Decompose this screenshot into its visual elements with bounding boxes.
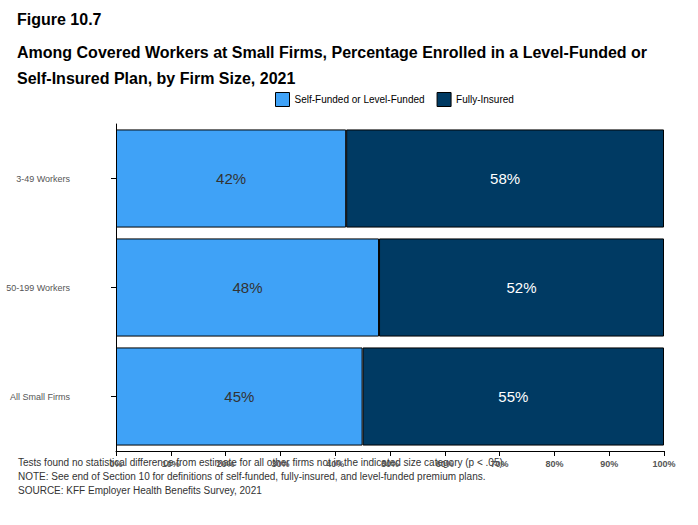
svg-text:SOURCE: KFF Employer Health Be: SOURCE: KFF Employer Health Benefits Sur…: [18, 485, 262, 496]
svg-text:All Small Firms: All Small Firms: [10, 392, 70, 402]
svg-text:80%: 80%: [545, 459, 563, 469]
svg-text:100%: 100%: [652, 459, 675, 469]
svg-text:90%: 90%: [600, 459, 618, 469]
svg-text:Fully-Insured: Fully-Insured: [456, 94, 514, 105]
svg-text:30%: 30%: [271, 459, 289, 469]
svg-text:50%: 50%: [381, 459, 399, 469]
svg-text:45%: 45%: [224, 388, 254, 405]
svg-text:10%: 10%: [162, 459, 180, 469]
svg-text:52%: 52%: [507, 279, 537, 296]
svg-text:3-49 Workers: 3-49 Workers: [16, 174, 70, 184]
svg-text:48%: 48%: [233, 279, 263, 296]
svg-text:Self-Funded or Level-Funded: Self-Funded or Level-Funded: [295, 94, 425, 105]
svg-text:NOTE: See end of Section 10 fo: NOTE: See end of Section 10 for definiti…: [18, 471, 485, 482]
svg-text:60%: 60%: [436, 459, 454, 469]
svg-text:70%: 70%: [491, 459, 509, 469]
svg-text:58%: 58%: [490, 170, 520, 187]
svg-text:Tests found no statistical dif: Tests found no statistical difference fr…: [18, 457, 506, 468]
svg-text:0%: 0%: [109, 459, 122, 469]
svg-text:Figure 10.7: Figure 10.7: [17, 11, 102, 28]
svg-text:55%: 55%: [498, 388, 528, 405]
svg-text:Self-Insured Plan, by Firm Siz: Self-Insured Plan, by Firm Size, 2021: [17, 70, 295, 87]
svg-text:20%: 20%: [217, 459, 235, 469]
svg-text:42%: 42%: [216, 170, 246, 187]
svg-text:40%: 40%: [326, 459, 344, 469]
svg-text:50-199 Workers: 50-199 Workers: [6, 283, 70, 293]
svg-text:Among Covered Workers at Small: Among Covered Workers at Small Firms, Pe…: [17, 44, 652, 61]
